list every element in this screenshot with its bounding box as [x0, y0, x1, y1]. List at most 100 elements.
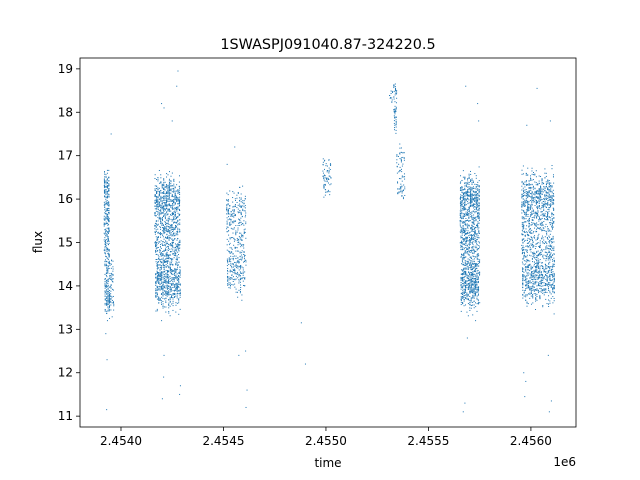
data-point: [158, 286, 160, 288]
data-point: [549, 244, 551, 246]
data-point: [479, 273, 481, 275]
data-point: [460, 256, 462, 258]
data-point: [178, 283, 180, 285]
data-point: [475, 240, 477, 242]
data-point: [538, 207, 540, 209]
data-point: [174, 221, 176, 223]
data-point: [535, 298, 537, 300]
data-point: [171, 224, 173, 226]
data-point: [177, 216, 179, 218]
data-point: [157, 203, 159, 205]
data-point: [107, 239, 109, 241]
data-point: [226, 213, 228, 215]
data-point: [393, 111, 395, 113]
data-point: [403, 151, 405, 153]
data-point: [107, 298, 109, 300]
data-point: [242, 284, 244, 286]
data-point: [545, 289, 547, 291]
data-point: [159, 286, 161, 288]
data-point: [473, 294, 475, 296]
data-point: [162, 278, 164, 280]
data-point: [550, 185, 552, 187]
data-point: [522, 228, 524, 230]
data-point: [533, 275, 535, 277]
data-point: [328, 172, 330, 174]
data-point: [403, 157, 405, 159]
data-point: [162, 263, 164, 265]
data-point: [395, 89, 397, 91]
data-point: [537, 212, 539, 214]
data-point: [157, 254, 159, 256]
data-point: [471, 252, 473, 254]
data-point: [164, 286, 166, 288]
data-point: [552, 271, 554, 273]
data-point: [113, 303, 115, 305]
data-point: [174, 209, 176, 211]
data-point: [172, 282, 174, 284]
data-point: [242, 223, 244, 225]
data-point: [529, 196, 531, 198]
data-point: [106, 222, 108, 224]
data-point: [472, 284, 474, 286]
data-point: [460, 196, 462, 198]
data-point: [522, 221, 524, 223]
data-point: [322, 158, 324, 160]
data-point: [466, 287, 468, 289]
data-point: [552, 254, 554, 256]
data-point: [467, 203, 469, 205]
data-point: [475, 285, 477, 287]
data-point: [159, 241, 161, 243]
data-point: [549, 278, 551, 280]
data-point: [472, 272, 474, 274]
data-point: [232, 272, 234, 274]
data-point: [179, 269, 181, 271]
data-point: [230, 255, 232, 257]
data-point: [465, 183, 467, 185]
data-point: [471, 266, 473, 268]
data-point: [157, 287, 158, 289]
data-point: [461, 202, 463, 204]
data-point: [170, 190, 172, 192]
data-point: [230, 227, 232, 229]
data-point: [473, 281, 475, 283]
data-point: [476, 238, 478, 240]
data-point: [174, 198, 176, 200]
data-point: [154, 214, 156, 216]
data-point: [158, 232, 160, 234]
data-point: [172, 286, 174, 288]
data-point: [165, 198, 167, 200]
data-point: [468, 235, 470, 237]
data-point: [472, 241, 474, 243]
data-point: [466, 295, 468, 297]
data-point: [165, 300, 167, 302]
data-point: [401, 195, 403, 197]
data-point: [543, 254, 545, 256]
data-point: [548, 182, 550, 184]
data-point: [545, 288, 547, 290]
data-point: [464, 200, 466, 202]
data-point: [525, 199, 527, 201]
data-point: [550, 252, 552, 254]
data-point: [547, 213, 549, 215]
data-point: [230, 214, 232, 216]
data-point: [474, 256, 476, 258]
data-point: [167, 255, 169, 257]
data-point: [538, 267, 540, 269]
data-point: [468, 220, 470, 222]
data-point: [474, 263, 476, 265]
data-point: [166, 253, 168, 255]
data-point: [476, 247, 478, 249]
data-point: [160, 267, 162, 269]
data-point: [162, 234, 164, 236]
data-point: [154, 206, 156, 207]
data-point: [156, 244, 158, 246]
data-point: [168, 219, 170, 221]
data-point: [179, 196, 181, 198]
data-point: [179, 272, 181, 274]
data-point: [168, 187, 170, 189]
data-point: [158, 282, 160, 284]
data-point: [156, 241, 158, 243]
data-point: [461, 256, 463, 258]
data-point: [106, 303, 108, 305]
data-point: [161, 216, 163, 218]
